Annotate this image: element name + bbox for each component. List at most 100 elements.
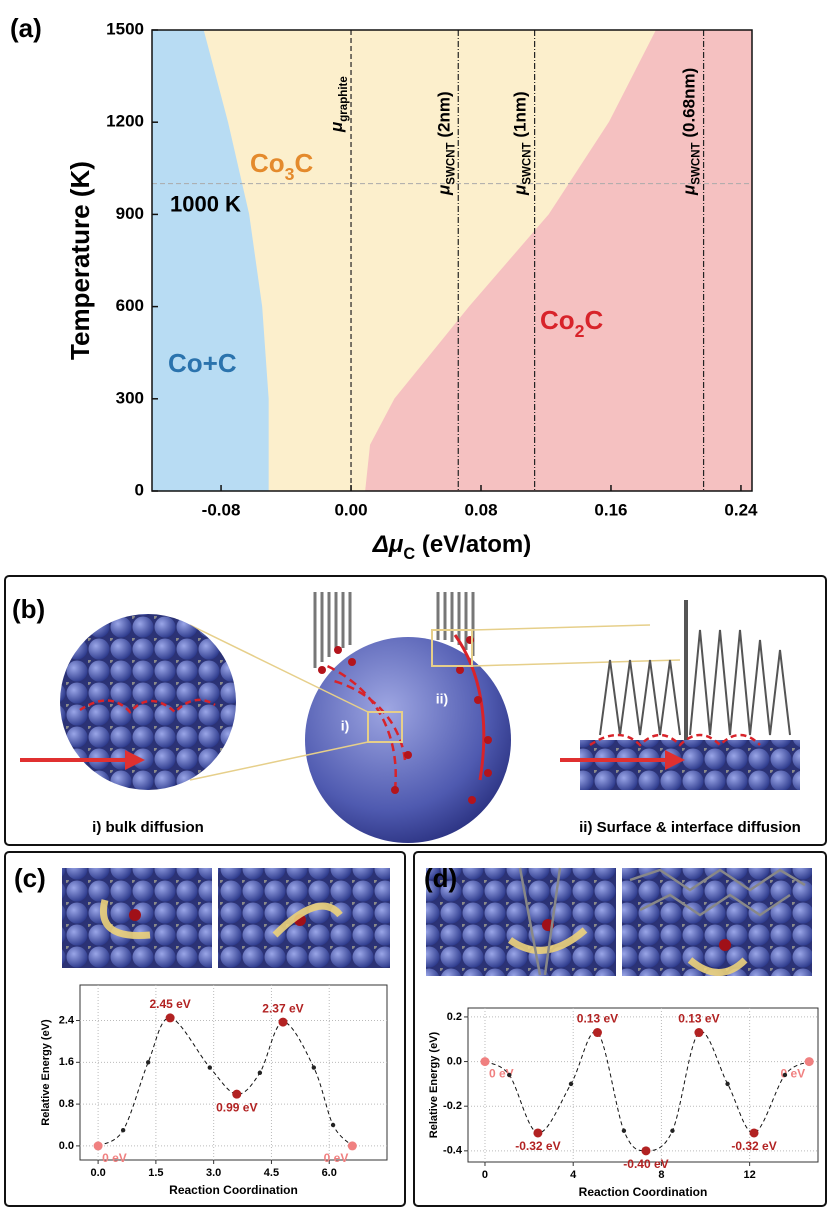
y-tick-label: 0: [135, 480, 144, 499]
label-part: 3: [285, 164, 295, 184]
data-point: [145, 1060, 151, 1065]
data-point: [278, 1017, 288, 1027]
caption: ii) Surface & interface diffusion: [579, 819, 801, 836]
y-tick-label: 0.0: [447, 1055, 462, 1067]
data-point: [641, 1146, 651, 1156]
region-label: Co+C: [168, 348, 237, 378]
y-tick-label: -0.4: [443, 1145, 463, 1157]
x-tick-label: 0.24: [724, 500, 758, 519]
data-point: [749, 1128, 759, 1138]
data-label: 2.37 eV: [262, 1001, 303, 1015]
data-point: [207, 1065, 213, 1070]
label-part: μ: [680, 184, 699, 196]
snapshot: [62, 867, 812, 976]
data-label: 2.45 eV: [149, 997, 190, 1011]
x-tick-label: 8: [658, 1169, 664, 1181]
panel-label: (b): [12, 594, 45, 624]
label-part: (1nm): [511, 91, 530, 142]
x-tick-label: 0.00: [334, 500, 367, 519]
x-tick-label: 0.08: [464, 500, 497, 519]
x-tick-label: 4: [570, 1169, 577, 1181]
y-tick-label: 0.0: [59, 1140, 74, 1152]
plot-frame: [467, 1007, 819, 1163]
y-axis-label: Relative Energy (eV): [40, 1019, 52, 1126]
x-tick-label: 3.0: [206, 1167, 221, 1179]
x-tick-label: 12: [744, 1169, 756, 1181]
y-axis-label: Temperature (K): [65, 161, 95, 360]
label-part: 2: [575, 321, 585, 341]
y-tick-label: 2.4: [59, 1014, 75, 1026]
label-part: (0.68nm): [680, 68, 699, 143]
panel-frame: [4, 575, 827, 846]
data-point: [347, 1141, 357, 1151]
annotation: 1000 K: [170, 191, 241, 216]
label-part: μ: [511, 184, 530, 196]
label-part: SWCNT: [445, 142, 457, 184]
x-axis-label: Reaction Coordination: [579, 1185, 708, 1199]
plot-frame: [79, 984, 388, 1161]
panel-label: (d): [424, 863, 457, 893]
x-tick-label: 0.0: [90, 1167, 105, 1179]
data-point: [804, 1057, 814, 1067]
guide-curve: [97, 1017, 353, 1147]
data-point: [507, 1072, 512, 1078]
y-axis-label: Relative Energy (eV): [428, 1031, 440, 1138]
data-label: -0.32 eV: [731, 1139, 776, 1153]
data-point: [93, 1141, 103, 1151]
label-part: (eV/atom): [415, 531, 531, 558]
data-label: -0.40 eV: [623, 1157, 668, 1171]
region-label: i): [341, 718, 350, 734]
data-label: 0 eV: [102, 1151, 127, 1165]
label-part: Co: [250, 148, 285, 178]
phase-boundary: [365, 29, 657, 492]
panel-frame: [4, 851, 406, 1207]
x-tick-label: -0.08: [202, 500, 241, 519]
caption: i) bulk diffusion: [92, 819, 204, 836]
data-point: [120, 1128, 126, 1133]
x-tick-label: 1.5: [148, 1167, 163, 1179]
data-label: 0 eV: [489, 1067, 514, 1081]
x-axis-label: Reaction Coordination: [169, 1183, 298, 1197]
data-point: [311, 1065, 317, 1070]
panel-label: (c): [14, 863, 46, 893]
illustration: [20, 592, 800, 843]
data-label: 0.13 eV: [577, 1012, 618, 1026]
reference-label: μSWCNT (1nm): [511, 91, 534, 196]
y-tick-label: 300: [116, 388, 144, 407]
data-point: [782, 1072, 788, 1078]
reference-label: μSWCNT (0.68nm): [680, 68, 703, 196]
data-point: [621, 1128, 627, 1133]
y-tick-label: 1200: [106, 112, 144, 131]
y-tick-label: 0.2: [447, 1011, 462, 1023]
region: [152, 30, 269, 491]
y-tick-label: 600: [116, 296, 144, 315]
data-label: -0.32 eV: [515, 1139, 560, 1153]
label-part: SWCNT: [691, 142, 703, 184]
data-point: [330, 1122, 336, 1128]
region-label: Co2C: [540, 305, 604, 341]
region: [365, 30, 752, 491]
y-tick-label: 1.6: [59, 1056, 74, 1068]
data-point: [232, 1089, 242, 1099]
region-label: Co3C: [250, 148, 314, 184]
data-point: [670, 1128, 675, 1133]
data-point: [694, 1028, 704, 1038]
data-point: [725, 1081, 730, 1087]
label-part: C: [295, 148, 314, 178]
data-point: [257, 1070, 263, 1075]
phase-boundary: [202, 29, 269, 491]
region-label: ii): [436, 691, 448, 707]
label-part: Co+C: [168, 348, 237, 378]
x-axis-label: ΔμC (eV/atom): [372, 531, 531, 563]
label-part: C: [403, 545, 415, 563]
data-point: [165, 1013, 175, 1023]
label-part: (2nm): [435, 91, 454, 142]
y-tick-label: 0.8: [59, 1098, 74, 1110]
x-tick-label: 0: [482, 1169, 488, 1181]
label-part: μ: [435, 184, 454, 196]
label-part: C: [585, 305, 604, 335]
data-point: [568, 1081, 574, 1087]
label-part: Δμ: [372, 531, 404, 558]
data-point: [592, 1028, 602, 1038]
